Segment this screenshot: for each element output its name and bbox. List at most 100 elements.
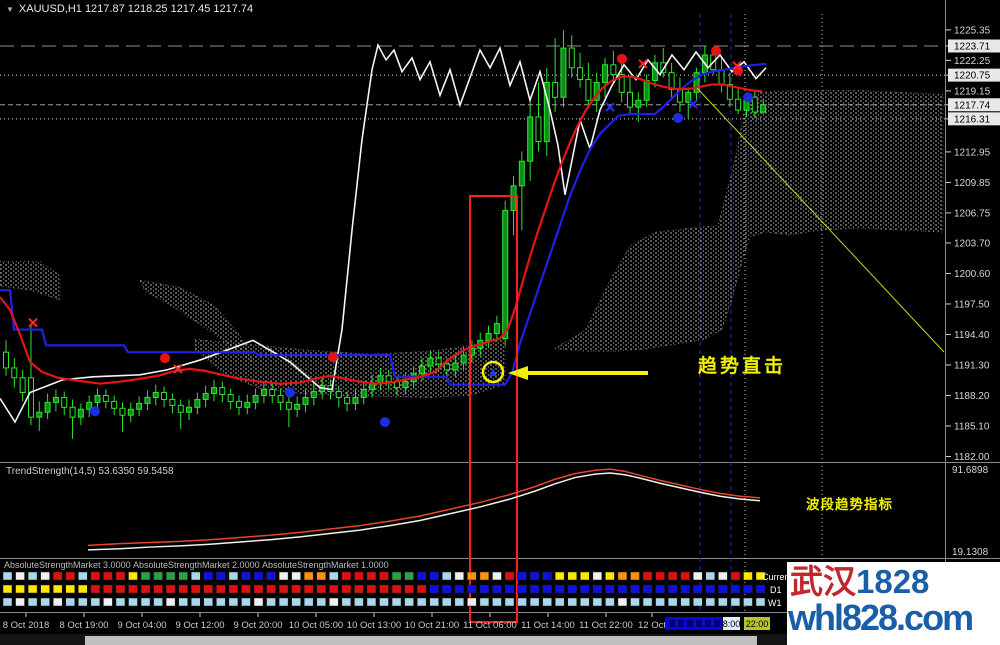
asm-cell — [253, 571, 264, 581]
asm-cell — [680, 597, 690, 607]
candle — [493, 323, 500, 334]
candle — [227, 394, 234, 402]
candle — [119, 407, 126, 416]
asm-cell — [542, 584, 552, 594]
asm-cell — [2, 584, 13, 594]
asm-cell — [203, 597, 214, 607]
highlight-rectangle[interactable] — [469, 195, 518, 623]
asm-cell — [693, 584, 703, 594]
candle — [510, 185, 517, 211]
candle — [344, 396, 351, 404]
candle — [235, 400, 242, 408]
chart-title[interactable]: ▼ XAUUSD,H1 1217.87 1218.25 1217.45 1217… — [6, 3, 253, 15]
asm-cell — [567, 597, 577, 607]
price-axis-label: 1216.31 — [954, 114, 991, 125]
asm-cell — [140, 571, 151, 581]
price-axis-label: 1194.40 — [954, 330, 990, 341]
candle — [402, 381, 409, 389]
price-label-highlight — [948, 39, 1000, 53]
asm-row-label: Current — [762, 572, 793, 582]
price-axis-label: 1200.60 — [954, 269, 991, 280]
asm-cell — [165, 571, 176, 581]
candle — [360, 389, 367, 398]
asm-cell — [303, 571, 314, 581]
time-axis-label: 8 Oct 19:00 — [59, 620, 108, 631]
asm-cell — [366, 584, 377, 594]
candle — [169, 398, 176, 406]
band-annotation-text: 波段趋势指标 — [806, 496, 893, 512]
asm-cell — [705, 571, 716, 581]
asm-cell — [554, 597, 565, 607]
blue-signal-dot — [285, 387, 295, 398]
time-axis-label: 9 Oct 20:00 — [233, 620, 282, 631]
asm-cell — [743, 571, 753, 581]
asm-cell — [115, 571, 126, 581]
yellow-trendline[interactable] — [696, 87, 945, 353]
asm-cell — [153, 597, 163, 607]
asm-cell — [341, 571, 352, 581]
asm-cell — [667, 571, 678, 581]
candle — [52, 396, 59, 403]
asm-cell — [278, 597, 289, 607]
asm-cell — [354, 584, 364, 594]
watermark: 武汉1828 whl828.com — [787, 562, 1000, 645]
asm-cell — [429, 597, 439, 607]
asm-cell — [542, 571, 552, 581]
asm-cell — [429, 571, 439, 581]
asm-cell — [165, 584, 176, 594]
asm-cell — [241, 597, 251, 607]
scrollbar-thumb[interactable] — [85, 636, 757, 645]
candle — [19, 377, 26, 394]
candle — [94, 394, 101, 403]
price-axis-label: 1191.30 — [954, 360, 990, 371]
candle — [111, 400, 118, 409]
asm-cell — [52, 597, 63, 607]
asm-cell — [216, 597, 226, 607]
price-axis-label: 1219.15 — [954, 86, 991, 97]
candle — [86, 401, 93, 410]
asm-cell — [165, 597, 176, 607]
price-axis-label: 1182.00 — [954, 452, 990, 463]
asm-cell — [743, 584, 753, 594]
asm-cell — [554, 571, 565, 581]
asm-cell — [103, 571, 113, 581]
asm-cell — [404, 584, 414, 594]
asm-cell — [115, 584, 126, 594]
asm-cell — [2, 597, 13, 607]
candle — [302, 396, 309, 405]
dropdown-icon[interactable]: ▼ — [6, 4, 14, 14]
asm-cell — [529, 584, 540, 594]
time-selection-glyph — [696, 620, 702, 627]
candle — [277, 394, 284, 403]
candle — [3, 351, 9, 369]
asm-cell — [630, 597, 640, 607]
asm-cell — [442, 571, 452, 581]
asm-cell — [203, 584, 214, 594]
candle — [577, 67, 584, 81]
asm-cell — [228, 597, 239, 607]
asm-cell — [291, 571, 301, 581]
candle — [335, 391, 342, 398]
candle — [610, 64, 617, 76]
asm-cell — [442, 597, 452, 607]
time-highlight-label: 22:00 — [746, 619, 769, 629]
asm-cell — [52, 571, 63, 581]
asm-cell — [492, 571, 502, 581]
asm-row-label: D1 — [770, 585, 782, 595]
asm-cell — [580, 571, 590, 581]
price-axis-label: 1206.75 — [954, 208, 991, 219]
asm-cell — [90, 571, 101, 581]
candle — [385, 375, 392, 383]
red-signal-dot — [328, 352, 338, 363]
asm-cell — [730, 584, 741, 594]
asm-cell — [567, 571, 577, 581]
asm-cell — [592, 571, 603, 581]
asm-cell — [178, 571, 188, 581]
watermark-line1: 武汉1828 — [790, 563, 930, 600]
asm-cell — [65, 571, 75, 581]
asm-cell — [191, 584, 201, 594]
asm-cell — [592, 584, 603, 594]
asm-cell — [65, 584, 75, 594]
